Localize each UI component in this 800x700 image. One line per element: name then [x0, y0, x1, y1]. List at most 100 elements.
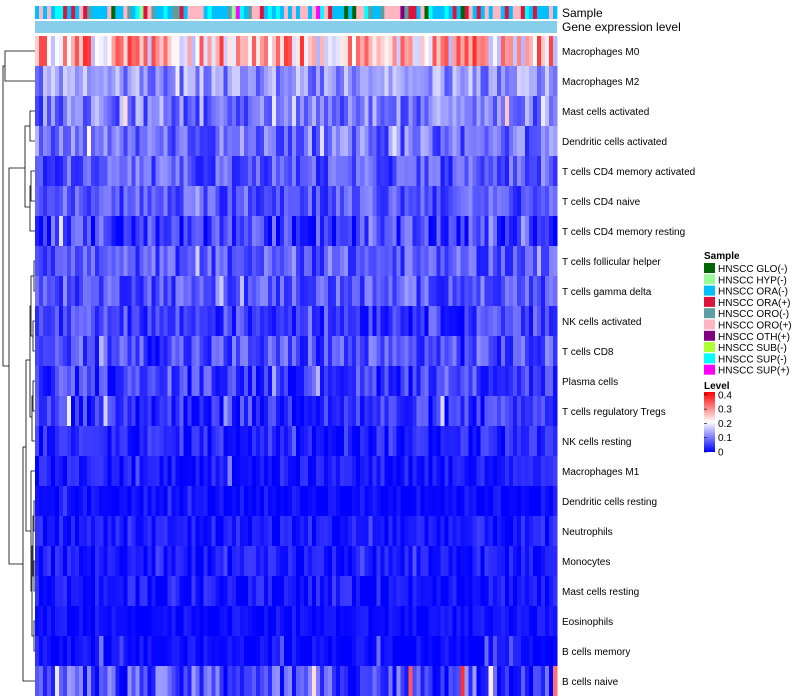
heatmap-cell	[456, 126, 461, 156]
heatmap-cell	[536, 516, 542, 546]
heatmap-cell	[75, 216, 80, 246]
heatmap-cell	[87, 576, 92, 606]
heatmap-cell	[452, 636, 457, 666]
heatmap-cell	[328, 216, 333, 246]
sample-track-cell	[432, 6, 437, 19]
heatmap-cell	[424, 516, 429, 546]
heatmap-cell	[368, 636, 373, 666]
heatmap-cell	[432, 486, 437, 516]
heatmap-cell	[227, 126, 233, 156]
sample-track-cell	[356, 6, 361, 19]
heatmap-cell	[163, 276, 168, 306]
sample-legend-swatch	[704, 285, 715, 296]
heatmap-cell	[536, 486, 542, 516]
heatmap-cell	[368, 666, 373, 696]
heatmap-cell	[356, 366, 361, 396]
heatmap-cell	[424, 306, 429, 336]
heatmap-cell	[55, 66, 60, 96]
heatmap-cell	[356, 636, 361, 666]
sample-track-cell	[532, 6, 538, 19]
heatmap-cell	[243, 666, 249, 696]
heatmap-cell	[55, 636, 60, 666]
heatmap-cell	[304, 426, 309, 456]
heatmap-cell	[440, 606, 445, 636]
heatmap-cell	[207, 456, 212, 486]
row-label: B cells naive	[562, 677, 619, 688]
heatmap-cell	[488, 546, 494, 576]
heatmap-cell	[380, 666, 385, 696]
heatmap-cell	[47, 546, 52, 576]
heatmap-cell	[444, 606, 449, 636]
heatmap-cell	[235, 246, 241, 276]
heatmap-cell	[368, 36, 373, 66]
heatmap-cell	[316, 306, 321, 336]
heatmap-cell	[99, 576, 104, 606]
heatmap-cell	[159, 216, 164, 246]
heatmap-cell	[39, 186, 44, 216]
heatmap-cell	[536, 666, 542, 696]
heatmap-cell	[520, 306, 526, 336]
heatmap-cell	[492, 216, 498, 246]
heatmap-cell	[472, 126, 477, 156]
sample-legend-label: HNSCC SUB(-)	[718, 343, 787, 354]
heatmap-cell	[195, 396, 200, 426]
heatmap-cell	[115, 216, 120, 246]
heatmap-cell	[103, 486, 108, 516]
heatmap-cell	[380, 66, 385, 96]
heatmap-cell	[444, 96, 449, 126]
sample-track-cell	[143, 6, 148, 19]
heatmap-cell	[440, 156, 445, 186]
heatmap-cell	[183, 156, 188, 186]
heatmap-cell	[428, 186, 433, 216]
heatmap-cell	[267, 246, 273, 276]
heatmap-cell	[155, 306, 160, 336]
heatmap-cell	[187, 576, 192, 606]
heatmap-cell	[296, 306, 301, 336]
heatmap-cell	[223, 546, 229, 576]
heatmap-cell	[275, 66, 281, 96]
heatmap-cell	[131, 156, 136, 186]
heatmap-cell	[131, 336, 136, 366]
heatmap-cell	[123, 576, 128, 606]
row-label: Mast cells activated	[562, 107, 649, 118]
heatmap-cell	[71, 576, 76, 606]
heatmap-cell	[179, 606, 184, 636]
heatmap-cell	[320, 666, 325, 696]
heatmap-cell	[476, 576, 482, 606]
heatmap-cell	[287, 606, 293, 636]
heatmap-cell	[279, 186, 285, 216]
heatmap-cell	[464, 606, 469, 636]
heatmap-cell	[468, 246, 473, 276]
heatmap-cell	[532, 186, 538, 216]
heatmap-cell	[271, 366, 277, 396]
heatmap-cell	[372, 246, 377, 276]
heatmap-cell	[428, 396, 433, 426]
heatmap-cell	[324, 546, 329, 576]
heatmap-cell	[271, 96, 277, 126]
heatmap-cell	[424, 276, 429, 306]
heatmap-cell	[504, 306, 510, 336]
heatmap-cell	[99, 246, 104, 276]
heatmap-cell	[460, 36, 465, 66]
heatmap-cell	[199, 336, 204, 366]
heatmap-cell	[472, 306, 477, 336]
heatmap-cell	[95, 246, 100, 276]
heatmap-cell	[131, 576, 136, 606]
heatmap-cell	[516, 636, 522, 666]
heatmap-cell	[416, 36, 421, 66]
heatmap-cell	[43, 486, 48, 516]
heatmap-cell	[151, 456, 156, 486]
heatmap-cell	[496, 666, 502, 696]
heatmap-cell	[552, 66, 558, 96]
heatmap-cell	[480, 456, 486, 486]
heatmap-cell	[436, 216, 441, 246]
heatmap-cell	[536, 426, 542, 456]
heatmap-cell	[328, 306, 333, 336]
heatmap-cell	[464, 186, 469, 216]
heatmap-cell	[364, 246, 369, 276]
heatmap-cell	[360, 636, 365, 666]
heatmap-cell	[259, 666, 265, 696]
heatmap-cell	[195, 216, 200, 246]
heatmap-cell	[127, 216, 132, 246]
heatmap-cell	[484, 126, 490, 156]
